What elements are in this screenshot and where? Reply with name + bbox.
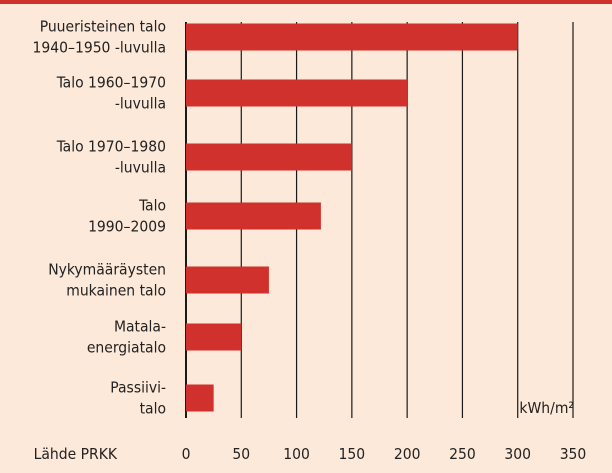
category-label-line: Matala-: [114, 318, 166, 336]
category-label-6: Matala-energiatalo: [87, 318, 166, 357]
x-tick-label-100: 100: [283, 445, 310, 463]
x-tick-label-300: 300: [504, 445, 531, 463]
bar-3: [186, 143, 352, 171]
bar-2: [186, 79, 408, 107]
category-label-2: Talo 1960–1970 -luvulla: [56, 74, 166, 113]
x-tick-label-350: 350: [560, 445, 587, 463]
category-label-7: Passiivi-talo: [110, 379, 166, 418]
x-axis: 0 50 100 150 200 250 300 350: [182, 445, 587, 463]
category-label-line: 1940–1950 -luvulla: [33, 39, 167, 57]
unit-label: kWh/m²: [519, 399, 574, 417]
bar-7: [186, 384, 214, 412]
bar-5: [186, 266, 269, 294]
category-label-line: 1990–2009: [88, 218, 166, 236]
category-label-line: -luvulla: [115, 159, 166, 177]
category-label-line: mukainen talo: [66, 282, 166, 300]
category-label-5: Nykymääräysten mukainen talo: [48, 261, 166, 300]
bar-6: [186, 323, 242, 351]
bar-1: [186, 23, 518, 51]
top-rule: [0, 0, 612, 4]
category-labels: Puueristeinen talo 1940–1950 -luvulla Talo…: [33, 18, 167, 418]
category-label-line: Nykymääräysten: [48, 261, 166, 279]
category-label-1: Puueristeinen talo 1940–1950 -luvulla: [33, 18, 167, 57]
x-tick-label-0: 0: [182, 445, 191, 463]
x-tick-label-200: 200: [394, 445, 421, 463]
bars: [186, 23, 518, 412]
category-label-line: Talo 1960–1970: [56, 74, 166, 92]
category-label-3: Talo 1970–1980 -luvulla: [56, 138, 166, 177]
category-label-line: Passiivi-: [110, 379, 166, 397]
x-tick-label-50: 50: [232, 445, 250, 463]
x-tick-label-150: 150: [339, 445, 366, 463]
category-label-line: talo: [140, 400, 166, 418]
category-label-4: Talo 1990–2009: [88, 197, 166, 236]
category-label-line: energiatalo: [87, 339, 166, 357]
category-label-line: -luvulla: [115, 95, 166, 113]
source-label: Lähde PRKK: [34, 445, 118, 463]
category-label-line: Talo: [138, 197, 166, 215]
category-label-line: Puueristeinen talo: [40, 18, 166, 36]
bar-4: [186, 202, 321, 230]
category-label-line: Talo 1970–1980: [56, 138, 166, 156]
x-tick-label-250: 250: [449, 445, 476, 463]
